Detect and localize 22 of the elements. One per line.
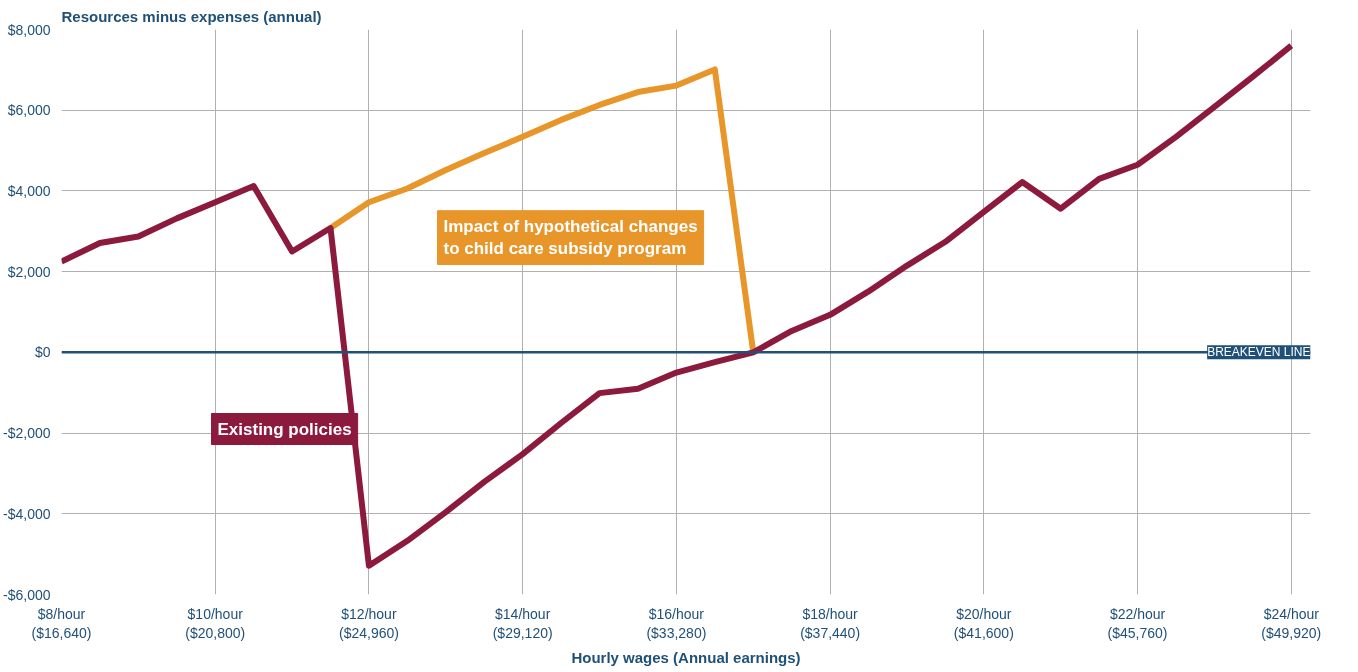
x-tick-label: $18/hour ($37,440) xyxy=(800,605,861,641)
x-axis-title: Hourly wages (Annual earnings) xyxy=(571,648,801,666)
ref-line-label: BREAKEVEN LINE xyxy=(1207,345,1311,360)
y-tick-label: -$4,000 xyxy=(3,505,51,522)
y-tick-label: $0 xyxy=(34,344,51,361)
x-tick-label: $20/hour ($41,600) xyxy=(953,605,1014,641)
x-tick-label: $14/hour ($29,120) xyxy=(492,605,553,641)
y-tick-label: -$6,000 xyxy=(3,586,51,603)
x-tick-label: $16/hour ($33,280) xyxy=(646,605,707,641)
series-label: Existing policies xyxy=(217,419,352,439)
y-tick-label: -$2,000 xyxy=(3,425,51,442)
y-tick-label: $6,000 xyxy=(7,102,51,119)
x-tick-label: $8/hour ($16,640) xyxy=(31,605,92,641)
y-tick-label: $2,000 xyxy=(7,263,51,280)
y-tick-label: $8,000 xyxy=(7,21,51,38)
x-tick-label: $12/hour ($24,960) xyxy=(338,605,399,641)
x-tick-label: $22/hour ($45,760) xyxy=(1107,605,1168,641)
y-tick-label: $4,000 xyxy=(7,182,51,199)
text: Impact of hypothetical changes to child care subsidy program xyxy=(443,216,698,259)
x-tick-label: $24/hour ($49,920) xyxy=(1261,605,1322,641)
x-tick-label: $10/hour ($20,800) xyxy=(185,605,246,641)
chart-title: Resources minus expenses (annual) xyxy=(61,7,322,25)
